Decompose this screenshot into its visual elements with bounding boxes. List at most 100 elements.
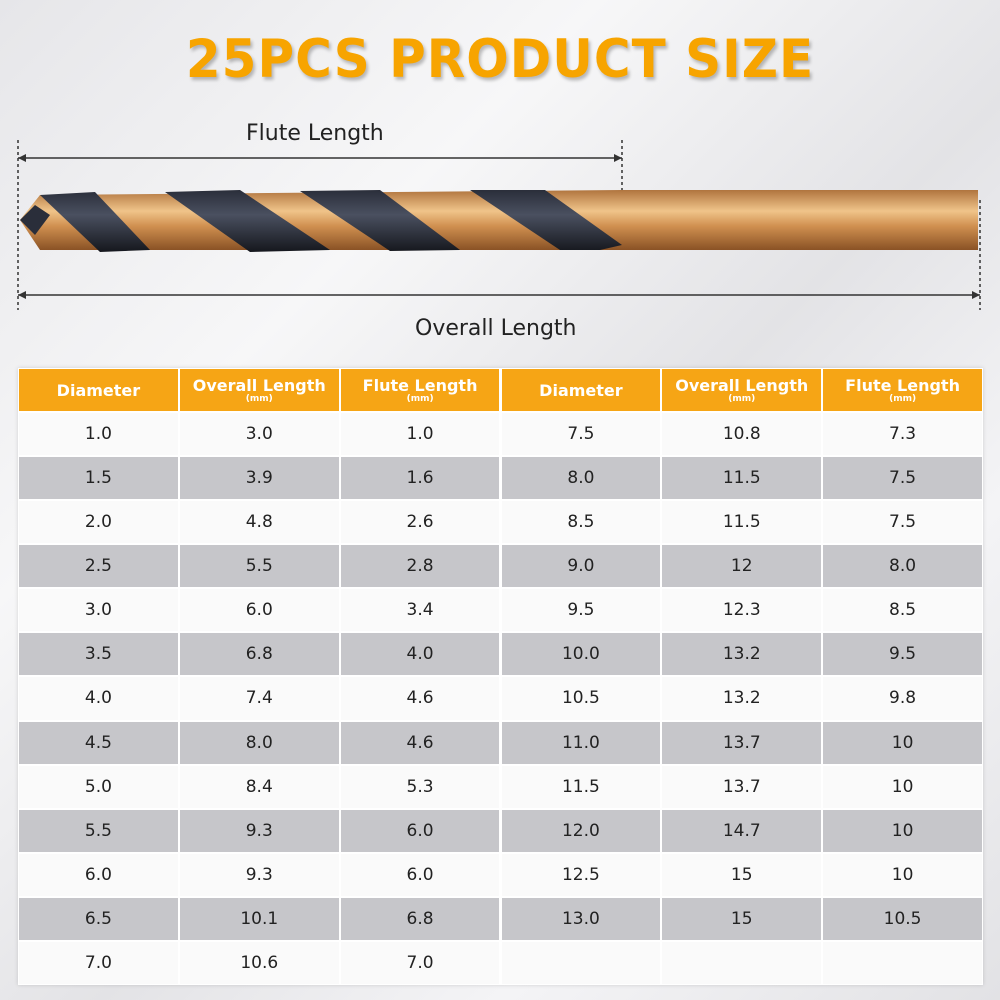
table-cell: 13.7 [661,764,823,809]
header-cell: Overall Length (mm) [178,368,340,412]
table-cell: 9.3 [178,808,340,853]
table-cell: 9.8 [822,676,983,721]
table-cell: 8.4 [178,764,340,809]
table-cell: 2.8 [339,544,501,589]
table-cell: 13.7 [661,720,823,765]
table-cell [500,940,662,985]
table-cell: 3.5 [18,632,179,677]
table-cell: 8.0 [822,544,983,589]
table-cell: 4.0 [339,632,501,677]
table-cell: 6.8 [339,896,501,941]
size-table: Diameter Overall Length (mm) Flute Length (m… [18,368,983,985]
table-cell: 15 [661,852,823,897]
table-cell: 10 [822,852,983,897]
table-cell: 1.0 [339,412,501,457]
table-cell: 8.0 [500,456,662,501]
table-cell: 6.0 [339,852,501,897]
table-cell: 9.5 [500,588,662,633]
table-cell: 9.3 [178,852,340,897]
table-cell: 10.5 [500,676,662,721]
table-cell: 4.5 [18,720,179,765]
table-cell: 3.0 [178,412,340,457]
header-label: Diameter [56,380,141,400]
table-cell: 12 [661,544,823,589]
table-cell: 10.1 [178,896,340,941]
header-label: Overall Length [192,376,326,395]
table-cell: 10.0 [500,632,662,677]
table-cell: 2.0 [18,500,179,545]
header-label: Diameter [539,380,623,400]
header-unit: (mm) [889,394,917,404]
table-cell: 6.0 [339,808,501,853]
table-cell: 9.0 [500,544,662,589]
table-cell: 11.0 [500,720,662,765]
table-cell: 11.5 [661,456,823,501]
table-cell: 6.0 [178,588,340,633]
table-cell: 14.7 [661,808,823,853]
header-cell: Diameter [18,368,179,412]
header-unit: (mm) [245,394,273,404]
table-cell: 6.8 [178,632,340,677]
table-cell: 13.0 [500,896,662,941]
header-cell: Flute Length (mm) [822,368,983,412]
table-cell: 12.0 [500,808,662,853]
table-cell: 6.5 [18,896,179,941]
header-unit: (mm) [406,394,434,404]
title: 25PCS PRODUCT SIZE [185,28,815,90]
table-cell: 4.0 [18,676,179,721]
table-cell [822,940,983,985]
table-cell: 7.0 [18,940,179,985]
header-unit: (mm) [728,394,756,404]
table-cell: 3.4 [339,588,501,633]
table-cell: 8.0 [178,720,340,765]
drill-diagram [17,140,981,310]
table-cell: 15 [661,896,823,941]
table-cell: 6.0 [18,852,179,897]
header-label: Flute Length [845,376,960,395]
table-cell: 2.6 [339,500,501,545]
table-cell: 1.5 [18,456,179,501]
table-cell: 8.5 [822,588,983,633]
table-cell: 3.9 [178,456,340,501]
table-cell: 7.3 [822,412,983,457]
table-cell: 10.5 [822,896,983,941]
table-cell: 10.8 [661,412,823,457]
table-cell: 5.3 [339,764,501,809]
header-cell: Flute Length (mm) [339,368,501,412]
table-cell: 10 [822,720,983,765]
table-cell: 12.3 [661,588,823,633]
table-cell: 4.6 [339,676,501,721]
header-label: Overall Length [675,376,809,395]
table-cell: 5.5 [178,544,340,589]
table-cell: 4.6 [339,720,501,765]
table-cell: 10.6 [178,940,340,985]
table-cell: 7.5 [500,412,662,457]
table-cell: 9.5 [822,632,983,677]
table-cell: 13.2 [661,632,823,677]
table-cell: 1.6 [339,456,501,501]
table-cell: 11.5 [500,764,662,809]
header-label: Flute Length [362,376,478,395]
table-cell: 10 [822,808,983,853]
table-cell: 11.5 [661,500,823,545]
table-cell: 2.5 [18,544,179,589]
table-cell: 5.5 [18,808,179,853]
table-cell [661,940,823,985]
table-cell: 7.4 [178,676,340,721]
table-cell: 7.5 [822,456,983,501]
table-cell: 12.5 [500,852,662,897]
header-cell: Overall Length (mm) [661,368,823,412]
table-cell: 7.0 [339,940,501,985]
table-cell: 1.0 [18,412,179,457]
overall-length-label: Overall Length [415,316,577,341]
flute-length-label: Flute Length [246,121,384,146]
table-cell: 5.0 [18,764,179,809]
table-cell: 10 [822,764,983,809]
table-cell: 7.5 [822,500,983,545]
table-cell: 8.5 [500,500,662,545]
header-cell: Diameter [500,368,662,412]
table-cell: 3.0 [18,588,179,633]
table-cell: 4.8 [178,500,340,545]
table-cell: 13.2 [661,676,823,721]
